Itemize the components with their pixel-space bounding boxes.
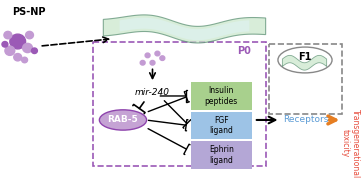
Ellipse shape: [278, 47, 332, 73]
FancyBboxPatch shape: [191, 82, 252, 110]
Text: Receptors: Receptors: [283, 115, 329, 125]
Circle shape: [150, 60, 155, 65]
Text: PS-NP: PS-NP: [12, 7, 45, 17]
Circle shape: [4, 31, 12, 39]
Circle shape: [31, 48, 38, 53]
Circle shape: [23, 43, 32, 53]
Text: FGF
ligand: FGF ligand: [209, 116, 233, 135]
Circle shape: [160, 56, 165, 60]
FancyBboxPatch shape: [191, 112, 252, 139]
Polygon shape: [119, 18, 249, 40]
Text: P0: P0: [237, 46, 251, 56]
Circle shape: [26, 31, 34, 39]
Polygon shape: [103, 15, 266, 43]
Circle shape: [145, 53, 150, 58]
Text: Transgenerational
toxicity: Transgenerational toxicity: [340, 109, 360, 178]
Circle shape: [155, 51, 160, 56]
Circle shape: [14, 53, 22, 61]
Circle shape: [10, 34, 26, 49]
Text: RAB-5: RAB-5: [108, 115, 138, 125]
Text: F1: F1: [298, 52, 312, 62]
Text: Ephrin
ligand: Ephrin ligand: [209, 145, 234, 165]
Polygon shape: [282, 55, 327, 70]
Circle shape: [2, 42, 8, 47]
Circle shape: [140, 60, 145, 65]
Circle shape: [5, 46, 15, 55]
FancyBboxPatch shape: [191, 141, 252, 169]
Text: Insulin
peptides: Insulin peptides: [205, 86, 238, 106]
Ellipse shape: [99, 110, 147, 130]
Text: mir-240: mir-240: [135, 88, 170, 97]
Circle shape: [22, 57, 27, 63]
